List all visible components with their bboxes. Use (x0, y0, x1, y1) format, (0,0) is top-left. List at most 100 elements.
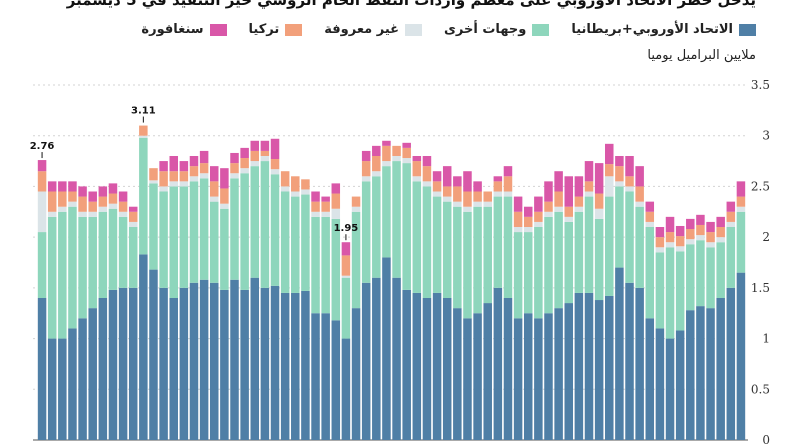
bar-segment (149, 269, 158, 440)
bar-segment (554, 308, 563, 440)
bar-segment (78, 196, 87, 212)
bar-segment (47, 211, 57, 217)
bar-segment (554, 211, 563, 309)
bar-segment (58, 191, 67, 207)
bar-segment (139, 137, 148, 255)
bar-segment (58, 206, 67, 212)
bar-segment (605, 176, 614, 197)
bar-segment (534, 318, 543, 440)
bar-segment (675, 330, 685, 440)
bar-segment (493, 196, 503, 288)
bar-segment (665, 242, 675, 248)
bar-segment (625, 186, 634, 192)
bar-segment (402, 289, 411, 440)
bar-segment (199, 150, 209, 164)
bar-segment (442, 298, 452, 440)
annotation-label: 1.95 (334, 223, 359, 234)
bar-segment (442, 196, 452, 202)
bar-segment (351, 196, 361, 207)
bar-segment (240, 289, 249, 440)
bar-segment (544, 313, 553, 440)
bar-segment (321, 196, 330, 202)
bar-segment (392, 277, 401, 440)
bar-segment (58, 181, 67, 192)
bar-segment (463, 191, 472, 207)
bar-segment (159, 287, 168, 440)
bar-segment (270, 285, 280, 440)
bar-segment (372, 277, 381, 440)
bar-segment (675, 251, 685, 331)
bar-segment (463, 171, 472, 192)
bar-segment (128, 211, 138, 222)
bar-segment (412, 156, 422, 162)
bar-segment (230, 163, 239, 174)
bar-segment (189, 282, 199, 440)
bar-segment (68, 328, 77, 440)
legend: الاتحاد الأوروبي+بريطانيا وجهات أخرى غير م… (141, 22, 756, 37)
legend-swatch (739, 23, 756, 36)
bar-segment (453, 201, 462, 207)
bar-segment (58, 211, 67, 339)
bar-segment (98, 186, 108, 197)
bar-segment (513, 227, 523, 233)
bar-segment (655, 237, 665, 248)
bar-segment (493, 181, 503, 192)
bar-segment (98, 196, 108, 207)
bar-segment (250, 140, 260, 151)
bar-segment (675, 225, 685, 237)
bar-segment (98, 206, 108, 212)
bar-segment (280, 191, 290, 293)
bar-segment (108, 289, 118, 440)
bar-segment (250, 166, 260, 278)
bar-segment (605, 196, 614, 296)
bar-segment (108, 208, 118, 290)
bar-segment (68, 201, 77, 207)
bar-segment (128, 221, 138, 227)
bar-segment (534, 196, 543, 212)
bar-segment (78, 318, 87, 440)
bar-segment (311, 211, 320, 217)
bar-segment (159, 161, 168, 172)
bar-segment (523, 227, 533, 233)
bar-segment (534, 227, 543, 319)
bar-segment (199, 173, 209, 179)
bar-segment (675, 236, 685, 247)
bar-segment (625, 176, 634, 187)
bar-segment (523, 232, 533, 314)
bar-segment (301, 189, 310, 195)
bar-segment (483, 201, 492, 207)
bar-segment (291, 191, 300, 197)
bar-segment (402, 163, 411, 290)
bar-segment (189, 176, 199, 182)
bar-segment (68, 191, 77, 202)
legend-swatch (209, 23, 227, 36)
bar-segment (422, 181, 432, 187)
bar-segment (503, 298, 513, 440)
bar-segment (625, 156, 634, 177)
bar-segment (301, 290, 310, 440)
bars (37, 125, 746, 440)
bar-segment (321, 211, 330, 217)
legend-item: وجهات أخرى (444, 22, 550, 37)
bar-segment (483, 303, 492, 440)
bar-segment (442, 201, 452, 298)
bar-segment (220, 289, 229, 440)
bar-segment (240, 173, 249, 290)
bar-segment (645, 201, 655, 212)
y-tick-label: 0 (762, 433, 770, 446)
bar-segment (78, 211, 87, 217)
bar-segment (432, 181, 442, 192)
bar-segment (706, 247, 715, 309)
bar-segment (696, 224, 705, 236)
bar-segment (270, 138, 280, 160)
bar-segment (594, 218, 604, 301)
bar-segment (706, 308, 715, 440)
bar-segment (118, 191, 128, 202)
bar-segment (686, 244, 695, 311)
bar-segment (716, 237, 725, 243)
bar-segment (645, 221, 655, 227)
bar-segment (230, 279, 239, 440)
bar-segment (594, 193, 604, 209)
bar-segment (341, 275, 351, 278)
bar-segment (108, 203, 118, 209)
